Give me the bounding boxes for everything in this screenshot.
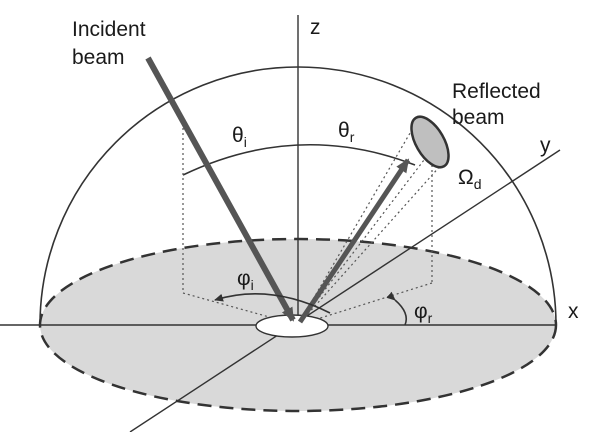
theta-r-symbol: θ (338, 119, 350, 142)
reflected-beam-arrow (297, 158, 411, 324)
phi-i-arc (214, 293, 331, 314)
phi-i-symbol: φ (237, 267, 251, 290)
phi-i-subscript: i (251, 277, 254, 293)
theta-i-symbol: θ (232, 124, 244, 147)
theta-arc (182, 143, 416, 176)
theta-r-subscript: r (350, 129, 355, 145)
theta-i-label: θi (232, 124, 247, 150)
y-axis-label: y (540, 134, 551, 157)
omega-d-symbol: Ω (458, 166, 474, 189)
theta-i-subscript: i (244, 134, 247, 150)
x-axis-label: x (568, 300, 579, 323)
omega-d-label: Ωd (458, 166, 482, 192)
reflected-beam-label-line1: Reflected (452, 80, 541, 103)
y-axis-line (129, 149, 561, 432)
omega-d-subscript: d (474, 176, 482, 192)
phi-r-subscript: r (428, 310, 433, 326)
phi-r-arc (386, 291, 408, 326)
theta-r-label: θr (338, 119, 355, 145)
solid-angle-ellipse (410, 115, 450, 169)
phi-r-symbol: φ (414, 300, 428, 323)
incident-beam-arrow (145, 56, 296, 322)
z-axis-label: z (310, 16, 321, 39)
reflected-beam-label-line2: beam (452, 106, 505, 129)
reflected-projection-lines (297, 127, 451, 326)
phi-r-label: φr (414, 300, 433, 326)
incident-beam-label-line2: beam (72, 46, 125, 69)
incident-beam-label-line1: Incident (72, 18, 146, 41)
phi-i-label: φi (237, 267, 254, 293)
